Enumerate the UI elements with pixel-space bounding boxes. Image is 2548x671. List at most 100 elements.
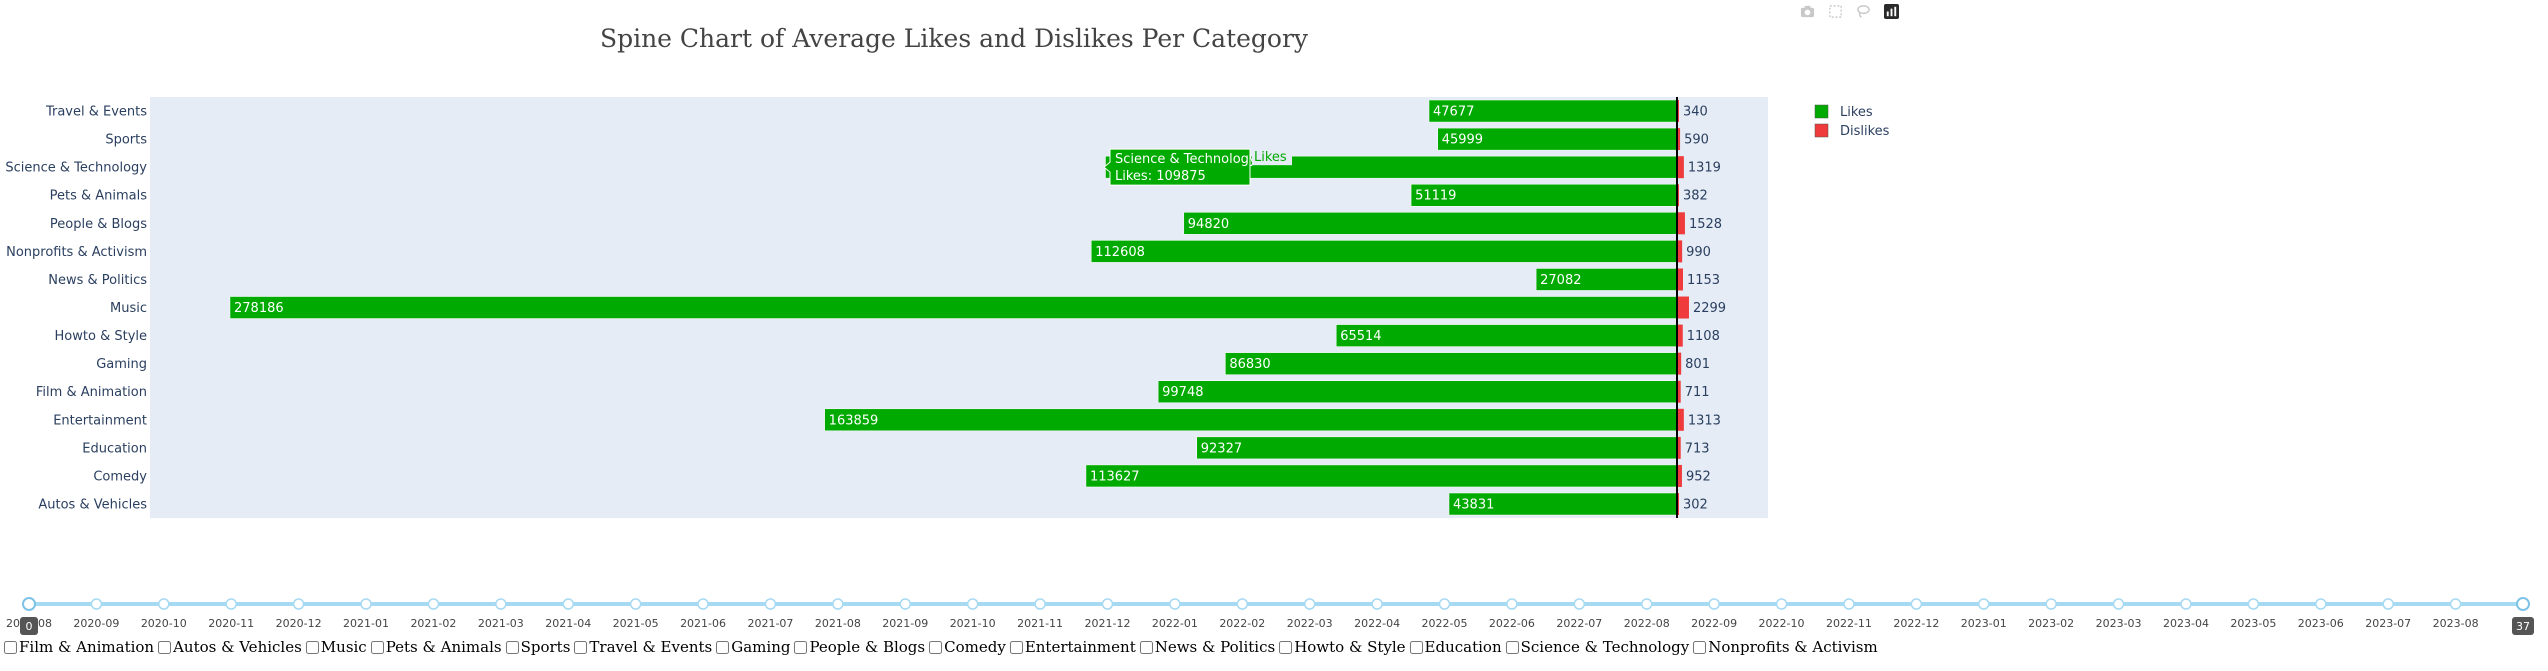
category-checkbox[interactable] xyxy=(1279,640,1293,654)
dislikes-bar[interactable] xyxy=(1677,352,1682,375)
category-checkbox[interactable] xyxy=(4,640,17,654)
slider-tick[interactable] xyxy=(764,598,777,610)
slider-tick[interactable] xyxy=(1573,598,1586,610)
category-checkbox-item[interactable]: Travel & Events xyxy=(574,638,712,656)
category-checkbox[interactable] xyxy=(1009,640,1023,654)
camera-icon[interactable] xyxy=(1798,2,1816,20)
dislikes-bar[interactable] xyxy=(1677,212,1685,235)
dislikes-bar[interactable] xyxy=(1677,156,1684,179)
plotly-logo-icon[interactable] xyxy=(1882,2,1900,20)
slider-tick[interactable] xyxy=(1169,598,1181,610)
category-checkbox[interactable] xyxy=(1409,640,1423,654)
slider-tick[interactable] xyxy=(1775,598,1788,610)
legend-swatch[interactable] xyxy=(1814,123,1829,138)
slider-tick[interactable] xyxy=(1034,598,1046,610)
slider-handle-end[interactable] xyxy=(2516,597,2530,611)
dislikes-bar[interactable] xyxy=(1677,436,1681,459)
slider-tick[interactable] xyxy=(1843,598,1855,610)
slider-handle-start[interactable] xyxy=(22,597,36,611)
likes-bar[interactable] xyxy=(1091,240,1678,263)
slider-tick[interactable] xyxy=(697,598,709,610)
category-checkbox[interactable] xyxy=(574,640,588,654)
slider-tick[interactable] xyxy=(1910,598,1923,610)
dislikes-bar[interactable] xyxy=(1677,464,1682,487)
slider-tick[interactable] xyxy=(832,598,844,610)
category-checkbox-item[interactable]: Science & Technology xyxy=(1505,638,1689,656)
category-checkbox-item[interactable]: Howto & Style xyxy=(1279,638,1406,656)
category-checkbox-item[interactable]: News & Politics xyxy=(1139,638,1275,656)
slider-tick[interactable] xyxy=(899,598,912,610)
slider-tick[interactable] xyxy=(1506,598,1518,610)
box-select-icon[interactable] xyxy=(1826,2,1844,20)
slider-tick[interactable] xyxy=(90,598,103,610)
category-checkbox-label: People & Blogs xyxy=(809,638,926,656)
category-checkbox-item[interactable]: Education xyxy=(1409,638,1502,656)
category-checkbox[interactable] xyxy=(716,640,730,654)
time-slider[interactable]: 2020-082020-092020-102020-112020-122021-… xyxy=(6,597,2534,635)
slider-tick[interactable] xyxy=(1371,598,1383,610)
likes-bar[interactable] xyxy=(1335,324,1678,347)
likes-bar[interactable] xyxy=(229,296,1678,319)
slider-tick[interactable] xyxy=(292,598,305,610)
likes-bar[interactable] xyxy=(824,408,1678,432)
category-checkbox-item[interactable]: Autos & Vehicles xyxy=(158,638,302,656)
legend-label[interactable]: Likes xyxy=(1840,105,1873,120)
tooltip-line-2: Likes: 109875 xyxy=(1115,169,1206,184)
slider-tick[interactable] xyxy=(2315,598,2327,610)
category-checkbox-item[interactable]: Nonprofits & Activism xyxy=(1693,638,1878,656)
category-checkbox-item[interactable]: Pets & Animals xyxy=(370,638,502,656)
category-checkbox[interactable] xyxy=(1505,640,1519,654)
likes-bar[interactable] xyxy=(1157,380,1678,403)
slider-tick[interactable] xyxy=(2045,598,2057,610)
slider-tick[interactable] xyxy=(2449,598,2462,610)
slider-tick[interactable] xyxy=(1236,598,1249,610)
slider-tick[interactable] xyxy=(158,598,170,610)
likes-bar[interactable] xyxy=(1196,436,1678,460)
slider-tick[interactable] xyxy=(427,598,440,610)
category-checkbox[interactable] xyxy=(929,640,943,654)
slider-tick[interactable] xyxy=(1101,598,1114,610)
slider-tick[interactable] xyxy=(2112,598,2125,610)
slider-tick[interactable] xyxy=(1303,598,1316,610)
category-checkbox-item[interactable]: Film & Animation xyxy=(4,638,154,656)
slider-tick[interactable] xyxy=(1978,598,1990,610)
slider-tick[interactable] xyxy=(2180,598,2192,610)
slider-tick[interactable] xyxy=(966,598,979,610)
legend-label[interactable]: Dislikes xyxy=(1840,124,1890,139)
dislikes-bar[interactable] xyxy=(1677,128,1681,151)
slider-tick[interactable] xyxy=(225,598,237,610)
category-checkbox-item[interactable]: Comedy xyxy=(929,638,1006,656)
category-checkbox[interactable] xyxy=(505,640,519,654)
category-checkbox-item[interactable]: Gaming xyxy=(716,638,790,656)
slider-tick[interactable] xyxy=(495,598,507,610)
dislikes-bar[interactable] xyxy=(1677,240,1683,263)
likes-bar[interactable] xyxy=(1085,464,1678,488)
slider-tick[interactable] xyxy=(1438,598,1451,610)
slider-tick[interactable] xyxy=(562,598,574,610)
slider-tick[interactable] xyxy=(1640,598,1653,610)
likes-bar[interactable] xyxy=(1183,212,1678,235)
lasso-icon[interactable] xyxy=(1854,2,1872,20)
category-checkbox[interactable] xyxy=(158,640,172,654)
category-checkbox[interactable] xyxy=(370,640,384,654)
dislikes-bar[interactable] xyxy=(1677,296,1689,319)
slider-tick[interactable] xyxy=(629,598,642,610)
legend-swatch[interactable] xyxy=(1814,104,1829,119)
category-checkbox-item[interactable]: Music xyxy=(305,638,367,656)
dislikes-bar[interactable] xyxy=(1677,380,1681,403)
likes-bar[interactable] xyxy=(1225,352,1678,375)
dislikes-bar[interactable] xyxy=(1677,408,1684,431)
category-checkbox-item[interactable]: People & Blogs xyxy=(794,638,925,656)
category-checkbox[interactable] xyxy=(1693,640,1707,654)
category-checkbox[interactable] xyxy=(794,640,808,654)
slider-tick[interactable] xyxy=(2247,598,2260,610)
dislikes-bar[interactable] xyxy=(1677,324,1683,347)
slider-tick[interactable] xyxy=(360,598,372,610)
category-checkbox-item[interactable]: Sports xyxy=(505,638,570,656)
category-checkbox[interactable] xyxy=(305,640,319,654)
dislikes-bar[interactable] xyxy=(1677,268,1683,291)
slider-tick[interactable] xyxy=(1708,598,1720,610)
slider-tick[interactable] xyxy=(2382,598,2394,610)
category-checkbox-item[interactable]: Entertainment xyxy=(1009,638,1136,656)
category-checkbox[interactable] xyxy=(1139,640,1153,654)
